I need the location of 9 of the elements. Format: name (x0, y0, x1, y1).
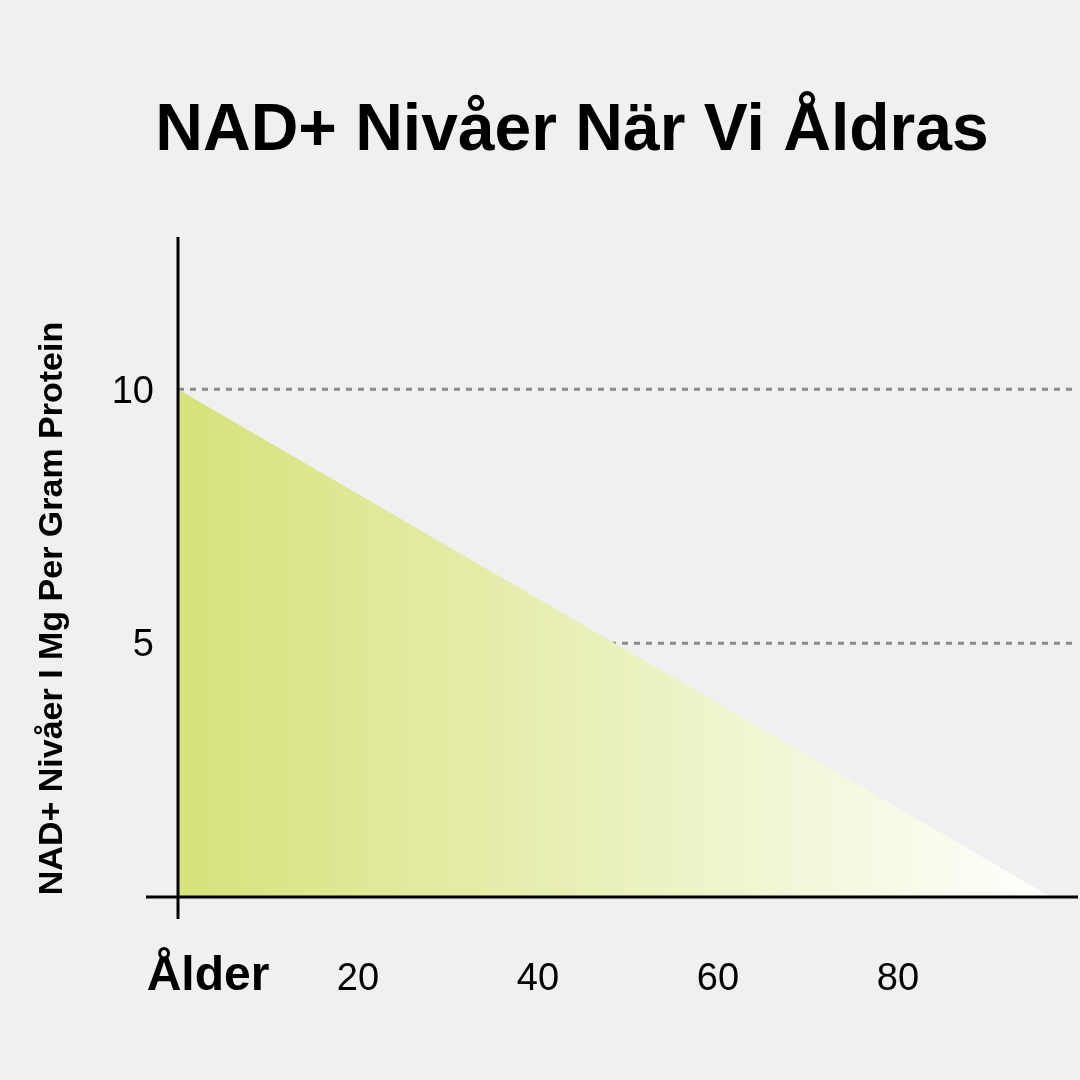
chart-title: NAD+ Nivåer När Vi Åldras (155, 90, 989, 164)
x-tick-label: 60 (696, 956, 740, 998)
x-axis-title: Ålder (146, 947, 270, 1000)
x-tick-label: 20 (336, 956, 380, 998)
x-tick-label: 40 (516, 956, 560, 998)
y-axis-title: NAD+ Nivåer I Mg Per Gram Protein (31, 321, 69, 896)
y-tick-label: 5 (132, 622, 154, 665)
y-tick-label: 10 (111, 368, 154, 411)
x-tick-label: 80 (876, 956, 920, 998)
